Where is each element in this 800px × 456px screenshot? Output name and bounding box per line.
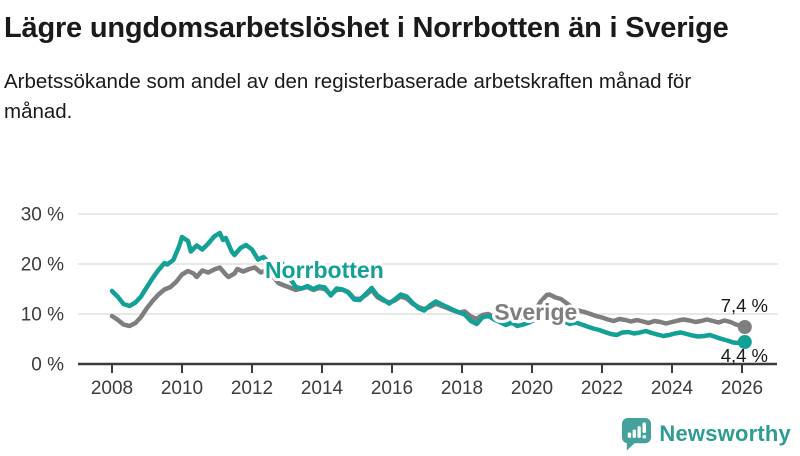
- unemployment-line-chart: 0 % 10 % 20 % 30 % 2008 2010 2012 2014 2016 2018 2…: [21, 205, 778, 399]
- series-label-sverige: Sverige: [494, 299, 577, 325]
- newsworthy-logo-text: Newsworthy: [659, 421, 791, 446]
- x-axis-label-2022: 2022: [581, 378, 623, 399]
- y-axis-label-30: 30 %: [21, 205, 64, 226]
- bar-chart-exclamation-glyph: [628, 422, 647, 439]
- x-axis-label-2010: 2010: [161, 378, 203, 399]
- end-dot-sverige: [737, 320, 752, 334]
- series-line-norrbotten: [109, 230, 748, 346]
- y-axis-label-20: 20 %: [21, 255, 64, 276]
- end-dot-norrbotten: [737, 335, 752, 349]
- x-axis-label-2020: 2020: [511, 378, 553, 399]
- end-value-label-norrbotten: 4,4 %: [721, 345, 768, 366]
- x-axis-label-2012: 2012: [231, 378, 273, 399]
- series-label-norrbotten: Norrbotten: [265, 257, 384, 283]
- x-axis-label-2008: 2008: [91, 378, 133, 399]
- x-axis-label-2018: 2018: [441, 378, 483, 399]
- end-value-label-sverige: 7,4 %: [721, 295, 768, 316]
- x-axis-label-2024: 2024: [651, 378, 694, 399]
- x-axis-label-2014: 2014: [301, 378, 344, 399]
- chart-card: Lägre ungdomsarbetslöshet i Norrbotten ä…: [0, 6, 800, 456]
- chart-title: Lägre ungdomsarbetslöshet i Norrbotten ä…: [4, 12, 729, 44]
- x-axis-label-2016: 2016: [371, 378, 413, 399]
- newsworthy-logo-icon: [622, 418, 652, 451]
- series-line-sverige: [109, 265, 748, 330]
- speech-bubble-shape: [622, 418, 652, 451]
- chart-subtitle: Arbetssökande som andel av den registerb…: [4, 70, 692, 124]
- newsworthy-logo[interactable]: Newsworthy: [621, 417, 791, 451]
- y-axis-label-0: 0 %: [31, 355, 64, 376]
- x-axis-label-2026: 2026: [721, 378, 763, 399]
- y-axis-label-10: 10 %: [21, 305, 64, 326]
